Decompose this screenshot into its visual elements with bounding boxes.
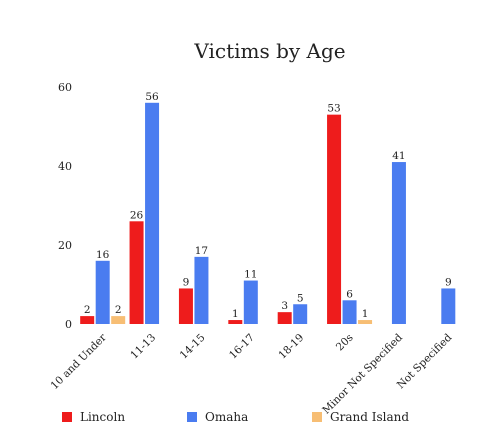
data-label: 56 (145, 91, 159, 103)
legend: Lincoln Omaha Grand Island (62, 410, 409, 424)
bar (441, 288, 456, 324)
data-label: 26 (130, 209, 144, 221)
data-label: 1 (362, 308, 369, 320)
category-label: 20s (334, 332, 356, 354)
data-label: 11 (244, 269, 257, 281)
y-tick-label: 0 (65, 318, 72, 331)
bar (145, 102, 160, 324)
bar (228, 320, 243, 324)
bar (111, 316, 126, 324)
data-label: 2 (84, 304, 91, 316)
category-label: Minor Not Specified (320, 331, 405, 416)
y-tick-label: 40 (58, 160, 72, 173)
legend-swatch (187, 412, 197, 422)
bar (95, 260, 110, 324)
category-label: 18-19 (276, 332, 306, 362)
data-label: 53 (327, 103, 340, 115)
legend-label: Grand Island (330, 410, 409, 424)
data-label: 5 (297, 292, 304, 304)
bar (277, 312, 292, 324)
data-label: 41 (392, 150, 405, 162)
data-label: 6 (346, 288, 353, 300)
bar (194, 256, 209, 324)
legend-swatch (312, 412, 322, 422)
data-label: 2 (115, 304, 122, 316)
bar (178, 288, 193, 324)
y-axis: 0 20 40 60 (58, 81, 72, 331)
legend-label: Omaha (205, 410, 248, 424)
data-label: 16 (96, 249, 110, 261)
category-label: 16-17 (227, 332, 257, 362)
chart-title: Victims by Age (193, 39, 345, 63)
bars (80, 102, 456, 325)
bar (327, 114, 342, 325)
legend-swatch (62, 412, 72, 422)
y-tick-label: 20 (58, 239, 72, 252)
data-label: 9 (445, 276, 452, 288)
category-label: 10 and Under (48, 331, 109, 392)
bar (129, 221, 144, 324)
bar (243, 280, 258, 324)
data-label: 9 (183, 276, 190, 288)
category-label: 11-13 (128, 332, 158, 362)
bar (80, 316, 95, 324)
category-label: 14-15 (178, 332, 208, 362)
x-axis: 10 and Under 11-13 14-15 16-17 18-19 20sMinor… (48, 331, 454, 416)
data-label: 3 (281, 300, 288, 312)
y-tick-label: 60 (58, 81, 72, 94)
legend-label: Lincoln (80, 410, 125, 424)
bar (293, 304, 308, 324)
data-label: 17 (195, 245, 208, 257)
bar (391, 162, 406, 324)
bar (358, 320, 373, 324)
bar (342, 300, 357, 324)
data-label: 1 (232, 308, 239, 320)
